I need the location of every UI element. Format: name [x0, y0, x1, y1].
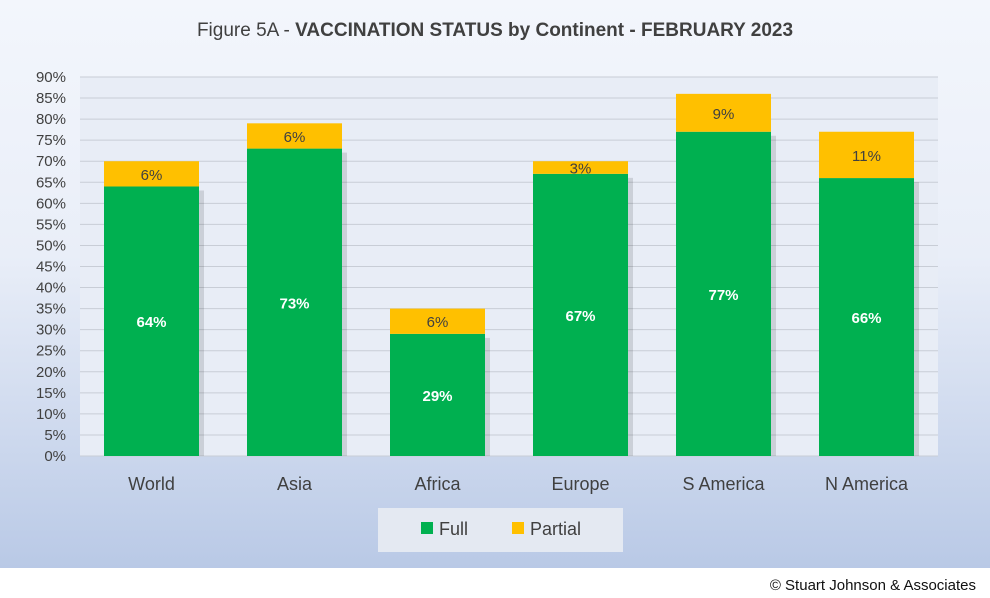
data-label-partial: 3% — [570, 161, 592, 178]
y-tick-label: 75% — [36, 132, 66, 149]
data-label-partial: 6% — [284, 129, 306, 146]
chart-title-main: VACCINATION STATUS by Continent - FEBRUA… — [295, 20, 794, 41]
chart-area: Figure 5A - VACCINATION STATUS by Contin… — [0, 0, 990, 568]
y-tick-label: 35% — [36, 301, 66, 318]
y-tick-label: 25% — [36, 343, 66, 360]
y-tick-label: 15% — [36, 385, 66, 402]
bar-partial — [819, 131, 914, 179]
chart-title: Figure 5A - VACCINATION STATUS by Contin… — [0, 20, 990, 42]
y-tick-label: 65% — [36, 174, 66, 191]
y-tick-label: 60% — [36, 195, 66, 212]
data-label-full: 77% — [708, 287, 738, 304]
copyright-notice: © Stuart Johnson & Associates — [769, 577, 976, 594]
bar-full — [819, 178, 914, 457]
legend-label-full: Full — [439, 519, 468, 539]
y-tick-label: 50% — [36, 237, 66, 254]
x-category-label: Europe — [551, 474, 609, 494]
data-label-full: 66% — [851, 310, 881, 327]
legend-label-partial: Partial — [530, 519, 581, 539]
y-tick-label: 10% — [36, 406, 66, 423]
bar-full — [676, 131, 771, 456]
bar-full — [390, 333, 485, 456]
data-label-partial: 6% — [141, 167, 163, 184]
chart-title-prefix: Figure 5A - — [196, 20, 296, 41]
bar-partial — [533, 161, 628, 174]
y-tick-label: 0% — [44, 448, 66, 465]
data-label-partial: 11% — [852, 148, 881, 165]
data-label-full: 29% — [422, 388, 452, 405]
y-tick-label: 55% — [36, 216, 66, 233]
data-label-full: 64% — [136, 314, 166, 331]
y-tick-label: 45% — [36, 259, 66, 276]
data-label-partial: 6% — [427, 314, 449, 331]
y-tick-label: 90% — [36, 69, 66, 86]
y-tick-label: 20% — [36, 364, 66, 381]
y-tick-label: 85% — [36, 90, 66, 107]
legend-box — [378, 508, 623, 552]
bar-full — [533, 173, 628, 456]
legend-swatch-full — [421, 522, 433, 534]
bar-full — [247, 148, 342, 457]
x-category-label: S America — [682, 474, 765, 494]
bar-partial — [247, 123, 342, 149]
x-category-label: World — [128, 474, 175, 494]
bar-partial — [676, 93, 771, 132]
bar-full — [104, 186, 199, 456]
data-label-full: 67% — [565, 308, 595, 325]
legend-swatch-partial — [512, 522, 524, 534]
bar-partial — [390, 308, 485, 334]
x-category-label: N America — [825, 474, 909, 494]
y-tick-label: 30% — [36, 322, 66, 339]
x-category-label: Asia — [277, 474, 313, 494]
y-tick-label: 80% — [36, 111, 66, 128]
y-tick-label: 70% — [36, 153, 66, 170]
y-tick-label: 40% — [36, 280, 66, 297]
bar-partial — [104, 161, 199, 187]
y-tick-label: 5% — [44, 427, 66, 444]
data-label-full: 73% — [279, 295, 309, 312]
chart-svg: 0% 5% 10% 15% 20% 25% 30% 35% 40% 45% 50% 55% 60% 65%… — [36, 69, 938, 552]
data-label-partial: 9% — [713, 106, 735, 123]
x-category-label: Africa — [414, 474, 461, 494]
